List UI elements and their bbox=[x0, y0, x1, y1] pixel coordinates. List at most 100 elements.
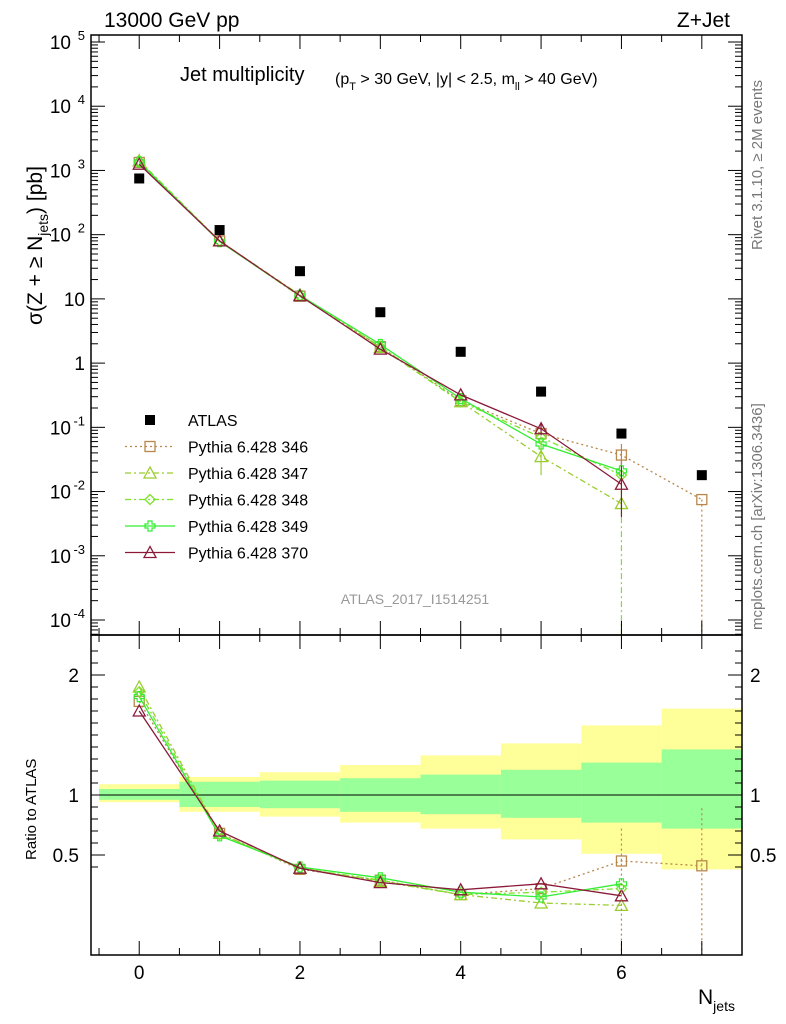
legend-entry: Pythia 6.428 348 bbox=[125, 493, 308, 510]
ratio-point bbox=[212, 823, 227, 837]
ratio-point bbox=[533, 876, 549, 890]
ratio-point bbox=[615, 878, 628, 890]
tick-label: 10 bbox=[50, 418, 71, 439]
tick-label: 10 bbox=[50, 226, 71, 247]
ratio-point bbox=[132, 703, 147, 717]
legend-label: Pythia 6.428 349 bbox=[188, 519, 308, 536]
tick-label-exponent: -1 bbox=[73, 413, 85, 428]
tick-label: 1 bbox=[74, 354, 85, 375]
data-point bbox=[292, 288, 308, 302]
tick-label: 0.5 bbox=[750, 846, 776, 867]
atlas-data-point bbox=[214, 225, 225, 236]
legend-label: Pythia 6.428 370 bbox=[188, 546, 308, 563]
tick-label-exponent: 5 bbox=[78, 28, 85, 43]
tick-label: 10 bbox=[50, 547, 71, 568]
atlas-data-point bbox=[455, 346, 466, 357]
ratio-line bbox=[138, 701, 702, 896]
tick-label: 6 bbox=[616, 963, 627, 984]
ratio-point bbox=[133, 691, 145, 703]
ratio-line bbox=[138, 686, 622, 907]
ratio-point bbox=[213, 830, 226, 842]
atlas-data-point bbox=[375, 307, 386, 318]
x-axis-label: Njets bbox=[698, 986, 735, 1014]
tick-label: 0.5 bbox=[53, 846, 79, 867]
legend-entry: Pythia 6.428 349 bbox=[125, 519, 308, 536]
main-y-label: σ(Z + ≥ Njets) [pb] bbox=[24, 166, 51, 325]
ratio-y-label: Ratio to ATLAS bbox=[23, 759, 40, 860]
tick-label-exponent: 3 bbox=[78, 156, 85, 171]
tick-label-exponent: -2 bbox=[73, 478, 85, 493]
legend-marker bbox=[144, 520, 156, 532]
tick-label: 2 bbox=[750, 666, 761, 687]
tick-label: 1 bbox=[68, 786, 79, 807]
legend-entry: ATLAS bbox=[145, 413, 238, 430]
tick-label: 0 bbox=[134, 963, 145, 984]
legend-marker bbox=[145, 415, 155, 425]
legend-marker bbox=[144, 440, 156, 453]
ratio-point bbox=[292, 860, 308, 874]
ratio-point bbox=[615, 855, 628, 867]
tick-label-exponent: -4 bbox=[73, 606, 85, 621]
series-Pythia-6428-348 bbox=[133, 155, 628, 482]
plot-title-cuts: (pT > 30 GeV, |y| < 2.5, mll > 40 GeV) bbox=[335, 71, 598, 93]
ratio-point bbox=[535, 891, 547, 903]
atlas-data-point bbox=[294, 266, 305, 277]
series-dropoffs bbox=[540, 422, 703, 635]
tick-label-exponent: 2 bbox=[78, 221, 85, 236]
ratio-Pythia-6428-370 bbox=[132, 703, 629, 902]
tick-label-exponent: 4 bbox=[78, 92, 85, 107]
tick-label: 10 bbox=[50, 33, 71, 54]
rivet-label: Rivet 3.1.10, ≥ 2M events bbox=[749, 80, 766, 250]
tick-label: 10 bbox=[50, 611, 71, 632]
legend: ATLAS Pythia 6.428 346 Pythia 6.428 347 Pyt… bbox=[125, 413, 308, 563]
data-point bbox=[294, 289, 306, 302]
ratio-point bbox=[614, 888, 629, 902]
tick-label: 10 bbox=[64, 290, 85, 311]
atlas-data-point bbox=[616, 428, 627, 439]
data-point bbox=[453, 387, 468, 401]
tick-label-exponent: -3 bbox=[73, 542, 85, 557]
atlas-data-point bbox=[134, 173, 145, 184]
legend-marker bbox=[142, 465, 158, 479]
data-point bbox=[132, 156, 147, 170]
series-ATLAS bbox=[134, 173, 707, 481]
data-point bbox=[535, 438, 547, 450]
tick-label: 10 bbox=[50, 161, 71, 182]
data-point bbox=[373, 341, 388, 355]
main-plot-series bbox=[132, 153, 708, 635]
legend-label: Pythia 6.428 347 bbox=[188, 466, 308, 483]
legend-entry: Pythia 6.428 347 bbox=[125, 465, 308, 483]
legend-marker bbox=[142, 545, 158, 559]
analysis-label: ATLAS_2017_I1514251 bbox=[341, 591, 490, 607]
band-inner-bin bbox=[99, 789, 180, 800]
band-inner-bin bbox=[259, 780, 341, 809]
data-point bbox=[374, 340, 387, 353]
plot-title: Jet multiplicity (pT > 30 GeV, |y| < 2.5… bbox=[180, 64, 598, 93]
ratio-plot-series bbox=[132, 679, 708, 955]
atlas-data-point bbox=[696, 470, 707, 481]
data-point bbox=[212, 233, 227, 247]
legend-label: ATLAS bbox=[188, 413, 238, 430]
header-left: 13000 GeV pp bbox=[104, 9, 239, 32]
tick-label: 4 bbox=[455, 963, 466, 984]
legend-label: Pythia 6.428 348 bbox=[188, 493, 308, 510]
ratio-uncertainty-band bbox=[99, 708, 742, 870]
band-inner-bin bbox=[420, 774, 501, 815]
ratio-point bbox=[373, 875, 388, 889]
legend-label: Pythia 6.428 346 bbox=[188, 440, 308, 457]
tick-label: 10 bbox=[50, 483, 71, 504]
data-point bbox=[133, 156, 145, 168]
mcplots-label: mcplots.cern.ch [arXiv:1306.3436] bbox=[749, 403, 766, 630]
band-inner-bin bbox=[500, 769, 582, 818]
legend-entry: Pythia 6.428 370 bbox=[125, 545, 308, 563]
data-point bbox=[615, 465, 628, 477]
band-inner-bin bbox=[581, 762, 662, 823]
ratio-point bbox=[453, 882, 468, 896]
tick-label: 1 bbox=[750, 786, 761, 807]
legend-entry: Pythia 6.428 346 bbox=[125, 440, 308, 457]
tick-label: 2 bbox=[295, 963, 306, 984]
tick-label: 2 bbox=[68, 666, 79, 687]
atlas-data-point bbox=[536, 386, 547, 397]
ratio-point bbox=[696, 860, 708, 872]
